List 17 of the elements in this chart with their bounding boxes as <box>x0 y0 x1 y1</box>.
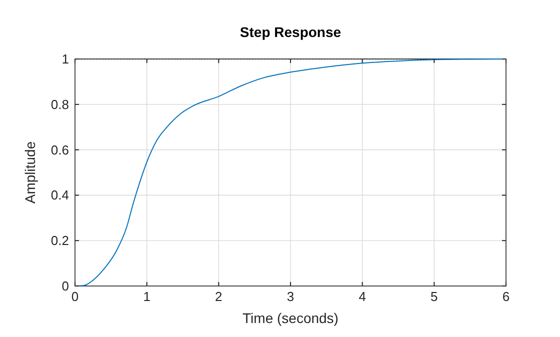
x-tick-label: 2 <box>215 289 222 304</box>
y-tick-label: 0 <box>62 278 69 294</box>
x-axis-title: Time (seconds) <box>242 310 338 326</box>
y-tick-label: 1 <box>62 52 69 66</box>
x-tick-label: 5 <box>430 289 438 304</box>
y-tick-label: 0.4 <box>50 188 69 203</box>
line-series <box>74 58 506 286</box>
x-tick-label: 3 <box>286 289 294 304</box>
y-tick-label: 0.6 <box>50 142 69 158</box>
y-axis-title: Amplitude <box>22 141 38 204</box>
y-tick-label: 0.2 <box>50 233 69 248</box>
x-tick-label: 4 <box>358 289 366 304</box>
x-tick-label: 0 <box>71 289 79 304</box>
chart-title: Step Response <box>240 24 342 40</box>
x-tick-label: 1 <box>143 289 150 304</box>
x-tick-label: 6 <box>502 289 510 304</box>
y-tick-label: 0.8 <box>50 96 69 112</box>
